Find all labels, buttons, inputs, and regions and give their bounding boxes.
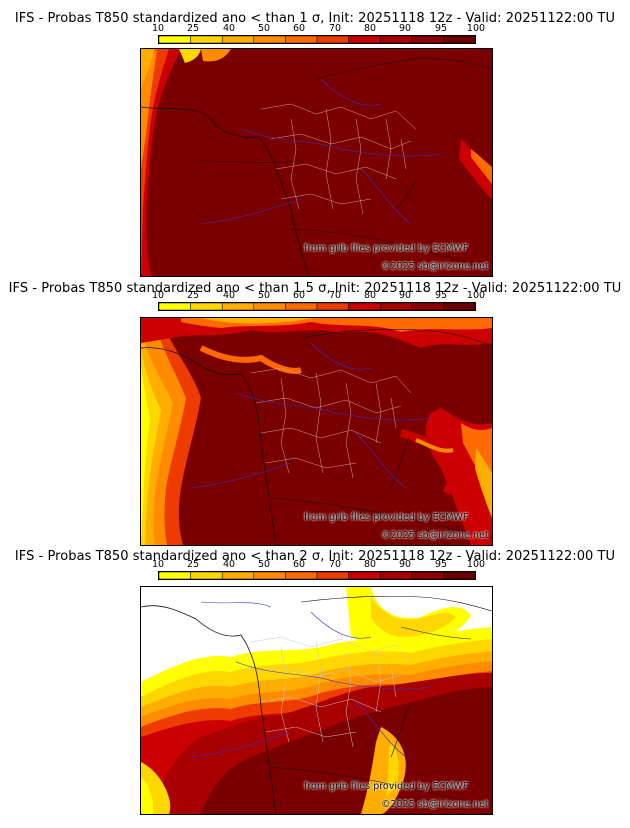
colorbar-swatches [159,36,475,43]
colorbar-tick: 100 [466,23,486,34]
colorbar-swatch [190,36,223,43]
probability-map: from grib files provided by ECMWF ©2025 … [140,586,493,815]
colorbar-swatch [316,303,349,310]
colorbar-swatch [348,36,381,43]
probability-map: from grib files provided by ECMWF ©2025 … [140,48,493,277]
colorbar-tick: 80 [363,290,377,301]
colorbar-swatch [285,572,318,579]
colorbar-swatch [443,36,475,43]
colorbar-swatches [159,303,475,310]
colorbar [158,571,476,580]
colorbar-tick: 100 [466,559,486,570]
colorbar [158,35,476,44]
colorbar-tick: 95 [434,23,448,34]
colorbar-swatch [379,36,413,43]
colorbar-swatch [253,572,286,579]
panel-title: IFS - Probas T850 standardized ano < tha… [14,11,616,26]
data-credit: from grib files provided by ECMWF [304,243,469,254]
colorbar-swatch [443,303,475,310]
colorbar-ticks: 10 25 40 50 60 70 80 90 95 100 [0,559,630,570]
panel-title: IFS - Probas T850 standardized ano < tha… [14,549,616,564]
colorbar-tick: 95 [434,559,448,570]
colorbar-tick: 40 [222,23,236,34]
map-panel-3: IFS - Probas T850 standardized ano < tha… [0,546,630,828]
colorbar-tick: 40 [222,559,236,570]
colorbar-tick: 95 [434,290,448,301]
colorbar-swatch [411,572,444,579]
data-credit: from grib files provided by ECMWF [304,781,469,792]
colorbar-ticks: 10 25 40 50 60 70 80 90 95 100 [0,23,630,34]
colorbar-tick: 10 [151,559,165,570]
colorbar-swatch [221,572,255,579]
colorbar-tick: 60 [292,290,306,301]
colorbar-swatch [411,303,444,310]
colorbar-swatch [316,572,349,579]
colorbar-tick: 40 [222,290,236,301]
probability-map: from grib files provided by ECMWF ©2025 … [140,317,493,546]
map-panel-2: IFS - Probas T850 standardized ano < tha… [0,276,630,546]
colorbar-swatch [379,572,413,579]
colorbar-tick: 25 [186,23,200,34]
colorbar-tick: 50 [257,23,271,34]
colorbar-tick: 90 [398,290,412,301]
colorbar-swatch [443,572,475,579]
panel-title: IFS - Probas T850 standardized ano < tha… [8,281,622,296]
data-credit: from grib files provided by ECMWF [304,512,469,523]
colorbar-ticks: 10 25 40 50 60 70 80 90 95 100 [0,290,630,301]
colorbar-swatch [348,572,381,579]
colorbar-tick: 80 [363,23,377,34]
colorbar-tick: 90 [398,23,412,34]
colorbar-tick: 60 [292,559,306,570]
colorbar-tick: 80 [363,559,377,570]
map-graphic [141,587,492,814]
map-panel-1: IFS - Probas T850 standardized ano < tha… [0,0,630,277]
colorbar-swatch [159,572,191,579]
colorbar-tick: 70 [328,290,342,301]
colorbar-swatch [316,36,349,43]
colorbar-swatch [221,303,255,310]
colorbar-swatch [159,303,191,310]
colorbar-swatch [285,36,318,43]
colorbar-swatch [221,36,255,43]
colorbar-tick: 60 [292,23,306,34]
colorbar-swatch [379,303,413,310]
colorbar-tick: 50 [257,290,271,301]
colorbar-swatches [159,572,475,579]
colorbar-tick: 100 [466,290,486,301]
colorbar-swatch [253,303,286,310]
colorbar-tick: 90 [398,559,412,570]
colorbar-tick: 70 [328,23,342,34]
colorbar-swatch [285,303,318,310]
colorbar-swatch [348,303,381,310]
colorbar-tick: 10 [151,290,165,301]
colorbar-swatch [411,36,444,43]
colorbar-swatch [253,36,286,43]
colorbar [158,302,476,311]
colorbar-tick: 25 [186,290,200,301]
colorbar-swatch [190,303,223,310]
copyright: ©2025 sb@irizone.net [381,799,489,810]
colorbar-tick: 10 [151,23,165,34]
map-graphic [141,49,492,276]
colorbar-tick: 70 [328,559,342,570]
copyright: ©2025 sb@irizone.net [381,261,489,272]
colorbar-swatch [190,572,223,579]
colorbar-tick: 50 [257,559,271,570]
copyright: ©2025 sb@irizone.net [381,530,489,541]
colorbar-tick: 25 [186,559,200,570]
colorbar-swatch [159,36,191,43]
map-graphic [141,318,492,545]
